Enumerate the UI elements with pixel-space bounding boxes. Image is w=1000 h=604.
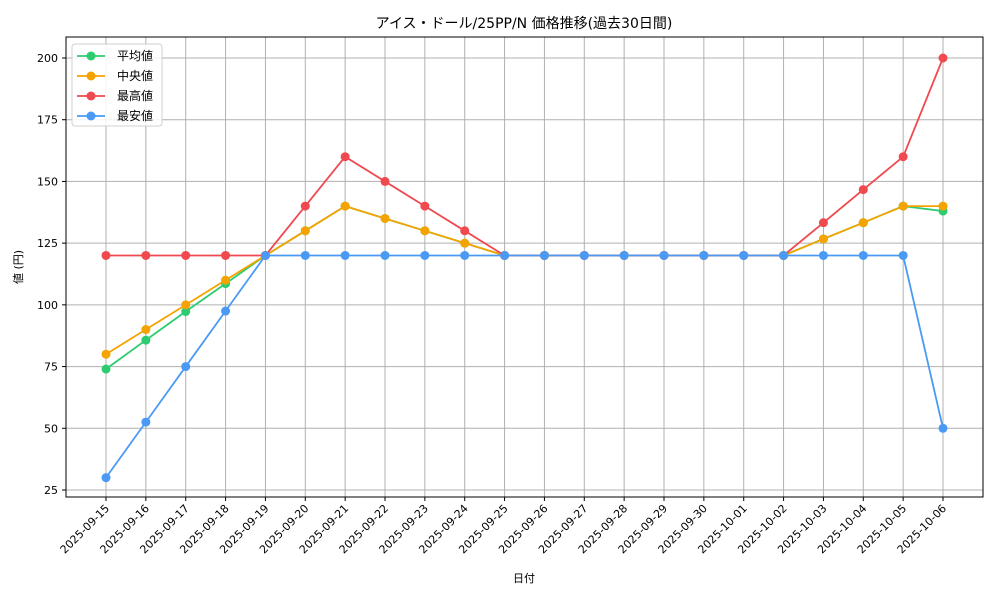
data-point-marker <box>380 176 390 186</box>
data-point-marker <box>181 250 191 260</box>
series-layer <box>101 53 948 483</box>
data-point-marker <box>619 250 629 260</box>
series-0 <box>101 201 948 374</box>
data-point-marker <box>460 238 470 248</box>
data-point-marker <box>181 300 191 310</box>
data-point-marker <box>101 364 111 374</box>
data-point-marker <box>101 473 111 483</box>
data-point-marker <box>699 250 709 260</box>
legend-label: 中央値 <box>117 68 153 83</box>
y-tick-label: 125 <box>37 237 58 250</box>
legend-label: 最安値 <box>117 108 153 123</box>
y-tick-label: 150 <box>37 175 58 188</box>
data-point-marker <box>340 152 350 162</box>
data-point-marker <box>898 152 908 162</box>
legend-label: 最高値 <box>117 88 153 103</box>
data-point-marker <box>141 250 151 260</box>
x-axis-ticks: 2025-09-152025-09-162025-09-172025-09-18… <box>58 497 949 556</box>
data-point-marker <box>300 201 310 211</box>
legend-item: 最高値 <box>77 88 153 103</box>
data-point-marker <box>101 250 111 260</box>
legend-marker-icon <box>86 51 96 61</box>
data-point-marker <box>818 250 828 260</box>
grid-lines <box>66 37 983 497</box>
y-tick-label: 50 <box>44 422 58 435</box>
y-tick-label: 175 <box>37 114 58 127</box>
legend-marker-icon <box>86 91 96 101</box>
data-point-marker <box>539 250 549 260</box>
data-point-marker <box>898 201 908 211</box>
legend-marker-icon <box>86 111 96 121</box>
data-point-marker <box>659 250 669 260</box>
data-point-marker <box>300 250 310 260</box>
data-point-marker <box>818 234 828 244</box>
y-tick-label: 75 <box>44 361 58 374</box>
plot-frame <box>65 36 984 498</box>
legend-item: 平均値 <box>77 48 153 63</box>
data-point-marker <box>858 185 868 195</box>
data-point-marker <box>260 250 270 260</box>
data-point-marker <box>420 250 430 260</box>
data-point-marker <box>340 250 350 260</box>
data-point-marker <box>141 335 151 345</box>
data-point-marker <box>858 250 868 260</box>
legend-box <box>71 43 163 127</box>
data-point-marker <box>221 275 231 285</box>
x-axis-label: 日付 <box>513 572 535 585</box>
data-point-marker <box>579 250 589 260</box>
legend-label: 平均値 <box>117 48 153 63</box>
data-point-marker <box>898 250 908 260</box>
series-line <box>106 57 944 257</box>
y-tick-label: 25 <box>44 484 58 497</box>
data-point-marker <box>181 362 191 372</box>
series-line <box>105 205 944 370</box>
series-3 <box>101 250 948 483</box>
data-point-marker <box>739 250 749 260</box>
data-point-marker <box>460 250 470 260</box>
data-point-marker <box>858 218 868 228</box>
chart-title: アイス・ドール/25PP/N 価格推移(過去30日間) <box>376 16 673 32</box>
legend-marker-icon <box>86 71 96 81</box>
y-tick-label: 200 <box>37 52 58 65</box>
data-point-marker <box>141 417 151 427</box>
data-point-marker <box>300 226 310 236</box>
data-point-marker <box>818 218 828 228</box>
data-point-marker <box>938 53 948 63</box>
data-point-marker <box>101 349 111 359</box>
series-line <box>105 254 944 479</box>
legend-item: 中央値 <box>77 68 153 83</box>
data-point-marker <box>380 213 390 223</box>
data-point-marker <box>420 226 430 236</box>
data-point-marker <box>500 250 510 260</box>
y-axis-label: 値 (円) <box>12 250 25 284</box>
y-tick-label: 100 <box>37 299 58 312</box>
data-point-marker <box>380 250 390 260</box>
data-point-marker <box>221 306 231 316</box>
y-axis-ticks: 25 50 75 100 125 150 175 200 <box>37 52 66 497</box>
data-point-marker <box>141 325 151 335</box>
legend-item: 最安値 <box>77 108 153 123</box>
data-point-marker <box>221 250 231 260</box>
data-point-marker <box>420 201 430 211</box>
data-point-marker <box>460 226 470 236</box>
data-point-marker <box>938 201 948 211</box>
data-point-marker <box>181 307 191 317</box>
data-point-marker <box>938 423 948 433</box>
series-2 <box>101 53 948 260</box>
data-point-marker <box>340 201 350 211</box>
data-point-marker <box>779 250 789 260</box>
